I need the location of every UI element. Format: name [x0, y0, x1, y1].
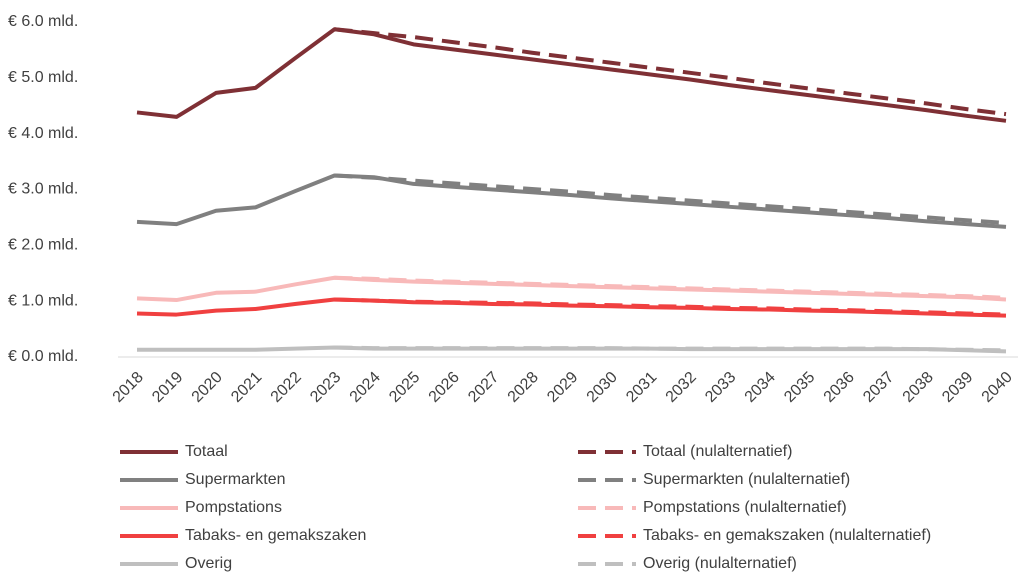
legend-label: Pompstations (nulalternatief) — [643, 499, 847, 516]
series-line — [136, 27, 1007, 123]
x-tick-label: 2029 — [544, 369, 581, 406]
legend-label: Tabaks- en gemakszaken — [185, 527, 366, 544]
y-tick-label: € 4.0 mld. — [8, 125, 78, 142]
series-line — [136, 275, 1007, 303]
legend-label: Supermarkten — [185, 471, 286, 488]
x-tick-label: 2023 — [307, 369, 344, 406]
x-tick-label: 2030 — [584, 369, 621, 406]
x-tick-label: 2020 — [189, 369, 226, 406]
legend-label: Supermarkten (nulalternatief) — [643, 471, 850, 488]
x-tick-label: 2035 — [781, 369, 818, 406]
series-line — [334, 27, 1007, 117]
series-line — [334, 345, 1007, 353]
x-tick-label: 2024 — [347, 369, 384, 406]
y-tick-label: € 1.0 mld. — [8, 292, 78, 309]
x-tick-label: 2021 — [228, 369, 265, 406]
x-tick-label: 2031 — [623, 369, 660, 406]
x-tick-label: 2034 — [742, 369, 779, 406]
series-line — [136, 297, 1007, 318]
legend-label: Overig (nulalternatief) — [643, 555, 797, 572]
y-tick-label: € 2.0 mld. — [8, 237, 78, 254]
legend-label: Totaal — [185, 443, 228, 460]
x-tick-label: 2032 — [663, 369, 700, 406]
series-line — [334, 275, 1007, 300]
x-tick-label: 2018 — [110, 369, 147, 406]
x-tick-label: 2038 — [900, 369, 937, 406]
y-tick-label: € 5.0 mld. — [8, 69, 78, 86]
x-tick-label: 2025 — [386, 369, 423, 406]
series-line — [334, 297, 1007, 317]
y-tick-label: € 3.0 mld. — [8, 181, 78, 198]
x-tick-label: 2027 — [465, 369, 502, 406]
legend-label: Totaal (nulalternatief) — [643, 443, 792, 460]
x-tick-label: 2036 — [821, 369, 858, 406]
x-tick-label: 2033 — [702, 369, 739, 406]
legend-label: Tabaks- en gemakszaken (nulalternatief) — [643, 527, 931, 544]
y-tick-label: € 6.0 mld. — [8, 13, 78, 30]
series-line — [136, 173, 1007, 229]
x-tick-label: 2026 — [426, 369, 463, 406]
x-tick-label: 2039 — [939, 369, 976, 406]
y-tick-label: € 0.0 mld. — [8, 348, 78, 365]
legend-label: Pompstations — [185, 499, 282, 516]
x-tick-label: 2019 — [149, 369, 186, 406]
x-tick-label: 2037 — [860, 369, 897, 406]
x-tick-label: 2040 — [979, 369, 1016, 406]
legend-label: Overig — [185, 555, 232, 572]
x-tick-label: 2022 — [268, 369, 305, 406]
x-tick-label: 2028 — [505, 369, 542, 406]
series-line — [334, 173, 1007, 225]
